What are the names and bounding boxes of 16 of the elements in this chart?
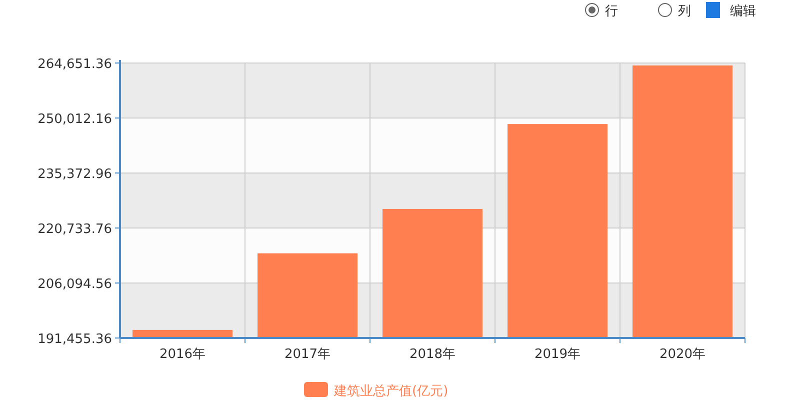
x-tick-label: 2020年 [659, 347, 706, 362]
x-tick-label: 2019年 [534, 347, 581, 362]
y-tick-label: 206,094.56 [38, 277, 112, 292]
y-tick-label: 235,372.96 [38, 167, 112, 182]
legend: 建筑业总产值(亿元) [304, 382, 448, 399]
text: 列 [678, 4, 691, 19]
x-tick-label: 2017年 [284, 347, 331, 362]
y-tick-label: 191,455.36 [38, 332, 112, 347]
x-tick-label: 2016年 [159, 347, 206, 362]
y-tick-label: 220,733.76 [38, 222, 112, 237]
legend-label: 建筑业总产值(亿元) [333, 384, 448, 399]
y-tick-label: 264,651.36 [38, 57, 112, 72]
y-tick-label: 250,012.16 [38, 112, 112, 127]
x-tick-label: 2018年 [409, 347, 456, 362]
text: 编辑 [730, 4, 756, 19]
text: 行 [605, 4, 618, 19]
